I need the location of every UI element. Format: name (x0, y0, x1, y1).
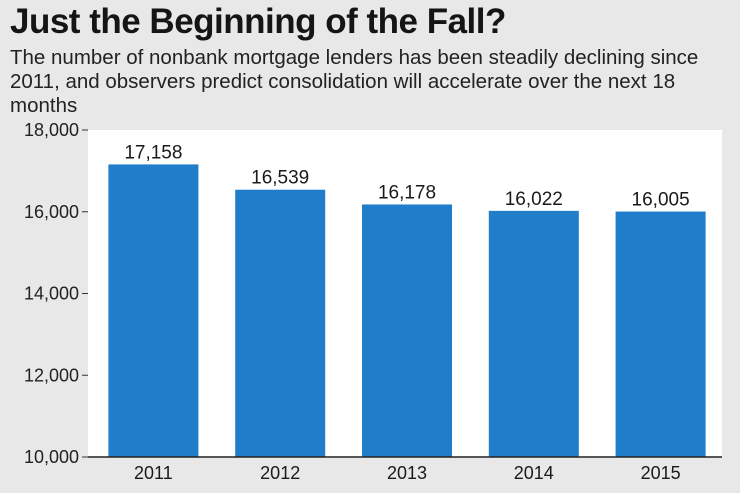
bar-2015 (615, 211, 706, 457)
x-tick-label-2012: 2012 (260, 463, 300, 483)
x-tick-label-2013: 2013 (387, 463, 427, 483)
bar-2012 (235, 189, 326, 457)
bar-2014 (488, 210, 579, 457)
y-tick-label: 18,000 (24, 120, 79, 140)
x-tick-label-2014: 2014 (514, 463, 554, 483)
x-tick-label-2015: 2015 (641, 463, 681, 483)
data-labels: 17,158 16,539 16,178 16,022 16,005 (124, 142, 689, 210)
y-tick-label: 10,000 (24, 447, 79, 467)
y-axis-ticks: 10,000 12,000 14,000 16,000 18,000 (24, 120, 88, 467)
data-label-2011: 17,158 (124, 142, 182, 163)
data-label-2015: 16,005 (632, 190, 690, 211)
chart-title: Just the Beginning of the Fall? (10, 2, 506, 41)
bar-2013 (362, 204, 452, 457)
bar-2011 (108, 164, 199, 457)
data-label-2013: 16,178 (378, 182, 436, 203)
data-label-2014: 16,022 (505, 189, 563, 210)
y-tick-label: 12,000 (24, 365, 79, 385)
data-label-2012: 16,539 (251, 168, 309, 189)
y-tick-label: 14,000 (24, 284, 79, 304)
x-tick-label-2011: 2011 (134, 463, 173, 483)
bars (108, 164, 706, 457)
chart-subtitle: The number of nonbank mortgage lenders h… (10, 46, 699, 117)
x-axis-ticks: 2011 2012 2013 2014 2015 (134, 463, 681, 483)
y-tick-label: 16,000 (24, 202, 79, 222)
